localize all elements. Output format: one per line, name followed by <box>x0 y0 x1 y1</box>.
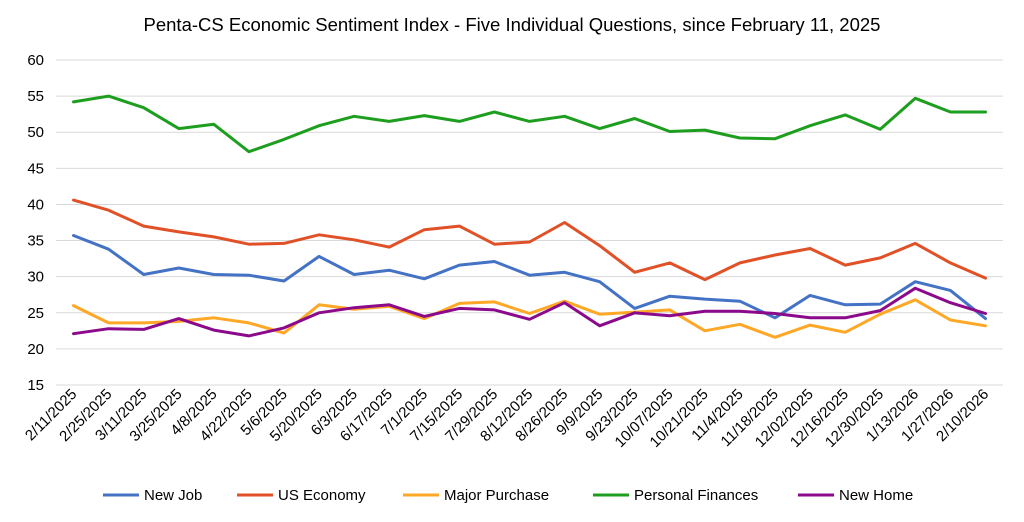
series-points <box>72 199 987 281</box>
y-tick-label: 60 <box>27 52 44 69</box>
legend-label: New Job <box>144 487 202 504</box>
series-line-us-economy <box>72 198 987 282</box>
series-line-new-job <box>72 234 987 321</box>
y-tick-label: 30 <box>27 269 44 286</box>
gridlines <box>56 59 1003 386</box>
legend-label: New Home <box>839 487 913 504</box>
y-tick-label: 20 <box>27 341 44 358</box>
series-line-major-purchase <box>72 298 987 339</box>
legend: New Job US Economy Major Purchase Personal … <box>103 487 913 504</box>
y-tick-label: 45 <box>27 160 44 177</box>
series-line-new-home <box>72 286 987 338</box>
chart-title: Penta-CS Economic Sentiment Index - Five… <box>144 14 881 35</box>
y-axis: 15 20 25 30 35 40 45 50 55 60 <box>27 52 44 394</box>
series-lines <box>72 94 987 339</box>
y-tick-label: 25 <box>27 305 44 322</box>
x-axis: 2/11/20252/25/20253/11/20253/25/20254/8/… <box>22 386 992 451</box>
series-line-personal-finances <box>72 94 987 154</box>
y-tick-label: 15 <box>27 377 44 394</box>
y-tick-label: 50 <box>27 124 44 141</box>
legend-label: US Economy <box>278 487 366 504</box>
y-tick-label: 40 <box>27 196 44 213</box>
legend-label: Major Purchase <box>444 487 549 504</box>
y-tick-label: 35 <box>27 233 44 250</box>
y-tick-label: 55 <box>27 88 44 105</box>
legend-label: Personal Finances <box>634 487 758 504</box>
